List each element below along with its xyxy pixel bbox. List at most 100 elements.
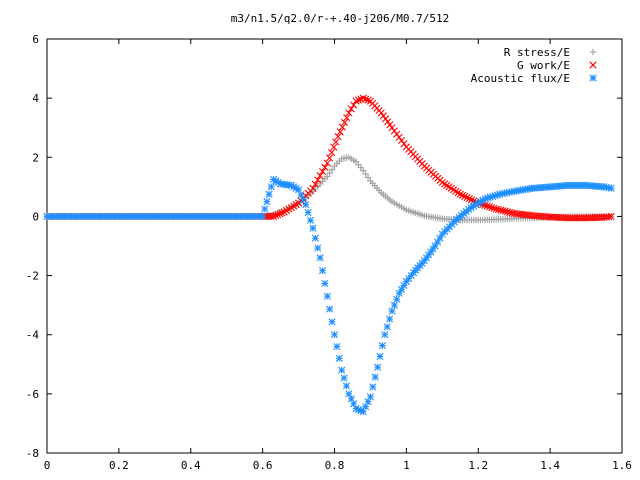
legend-label: R stress/E [504, 46, 570, 59]
data-point [607, 212, 615, 221]
marker-stroke [354, 96, 363, 104]
data-point [456, 190, 464, 198]
marker-stroke [306, 216, 315, 224]
marker-stroke [309, 224, 317, 232]
data-point [503, 208, 512, 216]
marker-stroke [381, 331, 389, 339]
marker-stroke [269, 212, 277, 221]
marker-stroke [381, 115, 390, 123]
x-tick-label: 0.4 [181, 459, 201, 472]
marker-stroke [261, 205, 269, 213]
data-point [352, 97, 360, 105]
data-point [328, 148, 336, 157]
data-point [390, 127, 398, 135]
marker-stroke [461, 192, 469, 201]
marker-stroke [267, 212, 275, 221]
data-point [332, 138, 340, 146]
marker-stroke [274, 211, 282, 219]
marker-stroke [325, 154, 334, 162]
data-point [311, 234, 319, 242]
data-point [340, 374, 348, 382]
marker-stroke [359, 94, 367, 102]
marker-stroke [272, 177, 280, 185]
marker-stroke [467, 196, 476, 204]
data-point [397, 136, 406, 145]
marker-stroke [347, 105, 355, 113]
marker-stroke [458, 191, 467, 199]
data-point [492, 205, 500, 213]
y-tick-label: 6 [32, 33, 39, 46]
data-point [379, 112, 387, 120]
marker-stroke [376, 352, 384, 360]
marker-stroke [384, 118, 392, 126]
data-point [376, 352, 384, 360]
data-point [340, 118, 349, 126]
data-point [309, 224, 317, 232]
marker-stroke [338, 366, 346, 374]
marker-stroke [485, 203, 494, 211]
marker-stroke [334, 132, 342, 141]
data-point [388, 307, 396, 315]
marker-stroke [276, 210, 284, 218]
marker-stroke [388, 124, 396, 132]
marker-stroke [297, 191, 305, 199]
marker-stroke [390, 301, 398, 309]
data-point [330, 331, 339, 339]
marker-stroke [336, 128, 344, 136]
data-point [393, 130, 401, 138]
marker-stroke [271, 211, 280, 220]
data-point [311, 180, 319, 188]
marker-stroke [302, 201, 310, 209]
y-tick-label: -4 [26, 329, 40, 342]
marker-stroke [379, 112, 387, 120]
marker-stroke [503, 208, 512, 216]
marker-stroke [589, 74, 597, 82]
data-point [490, 204, 498, 212]
marker-stroke [488, 203, 496, 212]
data-point [306, 216, 315, 224]
marker-stroke [345, 390, 353, 398]
axis-ticks: 0 0.2 0.4 0.6 0.8 1 1.2 1.4 1.6 -8 -6 -4 -2 0 2 4 6 [26, 33, 632, 472]
data-point [384, 118, 392, 126]
marker-stroke [263, 198, 271, 206]
marker-stroke [490, 204, 498, 212]
marker-stroke [316, 172, 324, 180]
marker-stroke [605, 213, 613, 221]
data-point [494, 206, 503, 214]
data-point [274, 211, 282, 219]
data-point [323, 292, 331, 300]
data-point [364, 96, 372, 104]
marker-stroke [470, 197, 478, 205]
legend-label: Acoustic flux/E [471, 72, 570, 85]
marker-stroke [589, 61, 597, 69]
marker-stroke [369, 383, 377, 391]
data-point [265, 190, 273, 198]
marker-stroke [492, 205, 500, 213]
data-point [386, 121, 394, 129]
data-point [269, 212, 277, 221]
data-point [461, 192, 469, 201]
marker-stroke [335, 354, 343, 362]
data-point [485, 203, 494, 211]
data-point [328, 318, 336, 326]
data-point [607, 184, 615, 192]
data-point [354, 96, 363, 104]
marker-stroke [374, 363, 382, 371]
marker-stroke [278, 209, 286, 217]
data-marks [43, 94, 615, 416]
marker-stroke [292, 184, 300, 192]
data-point [328, 166, 336, 173]
data-point [390, 301, 398, 309]
marker-stroke [290, 183, 298, 191]
data-point [362, 95, 370, 103]
data-point [330, 143, 338, 151]
data-point [388, 124, 396, 132]
series-cross [43, 94, 615, 222]
data-point [267, 212, 275, 221]
marker-stroke [481, 201, 489, 209]
marker-stroke [366, 393, 375, 401]
marker-stroke [340, 374, 348, 382]
x-tick-label: 1.2 [468, 459, 488, 472]
